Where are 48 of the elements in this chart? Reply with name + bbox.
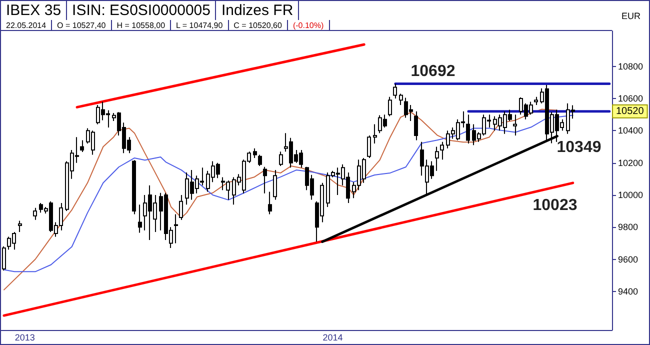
candlestick (179, 194, 183, 220)
candlestick (253, 148, 257, 158)
candlestick (367, 134, 371, 158)
chart-subtitle: ISIN: ES0SI0000005 (67, 1, 216, 20)
candlestick (440, 141, 444, 160)
candlestick (268, 191, 272, 215)
y-tick-label: 9400 (618, 286, 638, 296)
text: H = 10558,00 (112, 20, 172, 30)
candlestick (534, 96, 538, 106)
candlestick (132, 160, 136, 215)
candlestick (435, 146, 439, 172)
y-tick-label: 10000 (618, 190, 644, 200)
candlestick (414, 110, 418, 141)
candlestick (138, 204, 142, 234)
y-tick-label: 10600 (618, 94, 644, 104)
text: O = 10527,40 (52, 20, 112, 30)
y-tick-label: 9600 (618, 254, 638, 264)
text: C = 10520,60 (228, 20, 288, 30)
x-tick-label: 2014 (322, 332, 343, 342)
y-tick-label: 10200 (618, 158, 644, 168)
annotation: 10349 (556, 139, 602, 157)
annotation: 10692 (410, 63, 456, 81)
text: Indizes FR (216, 1, 300, 20)
y-tick-label: 9800 (618, 222, 638, 232)
y-tick-label: 10800 (618, 61, 644, 72)
candlestick (388, 96, 392, 117)
candlestick (466, 114, 470, 144)
candlestick (399, 93, 403, 106)
candlestick (373, 124, 377, 144)
x-tick-label: 2013 (14, 332, 35, 342)
candlestick (80, 140, 84, 153)
candlestick (33, 207, 37, 220)
chart-title: IBEX 35 (1, 1, 68, 20)
candlestick (174, 214, 178, 244)
candlestick (263, 166, 267, 194)
annotation: 10023 (532, 197, 578, 215)
candlestick (273, 170, 277, 200)
text: L = 10474,90 (171, 20, 229, 30)
text: 22.05.2014 (1, 20, 52, 30)
y-tick-label: 10400 (618, 126, 644, 136)
candlestick (279, 151, 283, 167)
candlestick (393, 83, 397, 100)
candlestick (258, 154, 262, 167)
annotation: 10520 (616, 106, 644, 117)
candlestick (18, 220, 22, 232)
y-axis-title: EUR (620, 10, 642, 22)
text: (-0.10%) (288, 20, 330, 30)
candlestick (513, 114, 517, 136)
